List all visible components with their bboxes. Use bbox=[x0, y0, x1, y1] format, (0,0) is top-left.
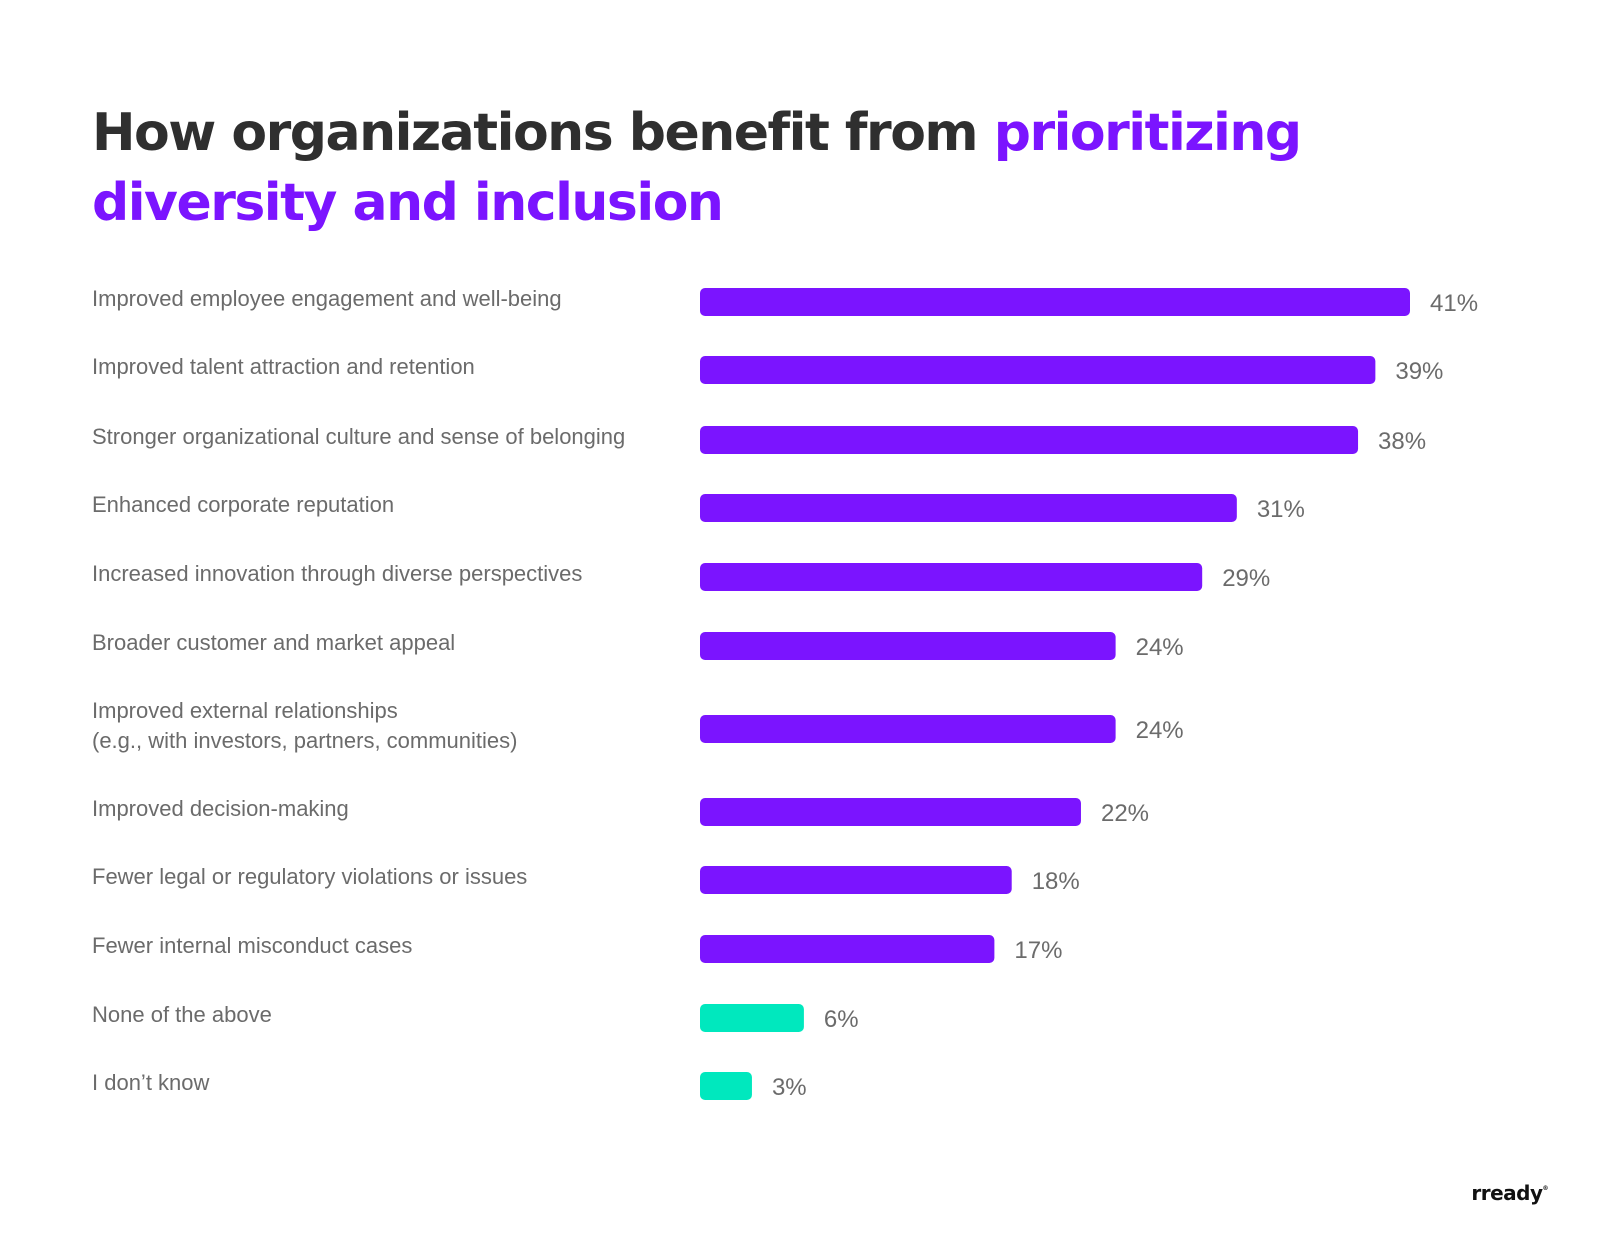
value-label-4: 29% bbox=[1222, 565, 1270, 592]
category-label-4: Increased innovation through diverse per… bbox=[92, 561, 582, 586]
value-label-8: 18% bbox=[1032, 868, 1080, 895]
value-label-5: 24% bbox=[1136, 634, 1184, 661]
category-label-5: Broader customer and market appeal bbox=[92, 630, 455, 655]
value-label-1: 39% bbox=[1395, 358, 1443, 385]
bar-3 bbox=[700, 494, 1237, 522]
value-label-11: 3% bbox=[772, 1074, 807, 1101]
value-label-7: 22% bbox=[1101, 800, 1149, 827]
category-label-0: Improved employee engagement and well-be… bbox=[92, 286, 562, 311]
value-label-9: 17% bbox=[1014, 937, 1062, 964]
value-label-6: 24% bbox=[1136, 717, 1184, 744]
title-part-1: How organizations benefit from bbox=[92, 103, 994, 163]
brand-logo: rready® bbox=[1471, 1181, 1548, 1205]
category-label-7: Improved decision-making bbox=[92, 796, 349, 821]
bar-9 bbox=[700, 935, 995, 963]
category-label-2: Stronger organizational culture and sens… bbox=[92, 424, 625, 449]
bar-5 bbox=[700, 632, 1116, 660]
category-label-3: Enhanced corporate reputation bbox=[92, 492, 394, 517]
category-label-11: I don’t know bbox=[92, 1070, 210, 1095]
registered-mark: ® bbox=[1542, 1185, 1549, 1192]
bar-2 bbox=[700, 426, 1359, 454]
category-label-10: None of the above bbox=[92, 1002, 272, 1027]
value-label-0: 41% bbox=[1430, 290, 1478, 317]
value-label-10: 6% bbox=[824, 1006, 859, 1033]
bar-1 bbox=[700, 356, 1376, 384]
category-label-8: Fewer legal or regulatory violations or … bbox=[92, 864, 527, 889]
value-label-3: 31% bbox=[1257, 496, 1305, 523]
bar-4 bbox=[700, 563, 1203, 591]
bar-0 bbox=[700, 288, 1410, 316]
category-label-1: Improved talent attraction and retention bbox=[92, 354, 475, 379]
brand-logo-text: rready bbox=[1471, 1181, 1543, 1205]
bar-6 bbox=[700, 715, 1116, 743]
bar-7 bbox=[700, 798, 1081, 826]
chart-title: How organizations benefit from prioritiz… bbox=[92, 98, 1392, 238]
category-label-6-line-0: Improved external relationships bbox=[92, 698, 398, 723]
title-part-2: prioritizing diversity and inclusion bbox=[92, 103, 1302, 233]
bar-11 bbox=[700, 1072, 752, 1100]
bar-8 bbox=[700, 866, 1012, 894]
category-label-9: Fewer internal misconduct cases bbox=[92, 933, 412, 958]
category-label-6-line-1: (e.g., with investors, partners, communi… bbox=[92, 728, 517, 753]
bar-10 bbox=[700, 1004, 804, 1032]
value-label-2: 38% bbox=[1378, 428, 1426, 455]
